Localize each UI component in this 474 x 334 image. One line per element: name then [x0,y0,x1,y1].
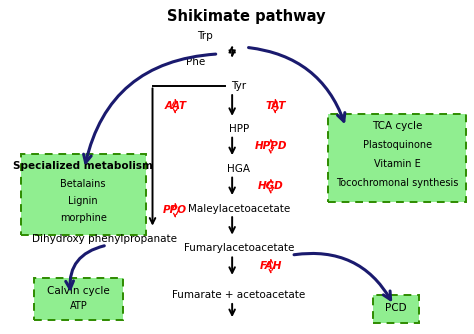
Text: TCA cycle: TCA cycle [372,122,422,132]
Text: Tocochromonal synthesis: Tocochromonal synthesis [336,178,458,188]
Text: AAT: AAT [164,101,186,111]
FancyBboxPatch shape [34,279,123,320]
FancyBboxPatch shape [328,114,466,202]
Text: Phe: Phe [186,57,205,67]
Text: Lignin: Lignin [68,196,98,206]
Text: ATP: ATP [70,301,87,311]
Text: PPO: PPO [163,205,187,215]
Text: Tyr: Tyr [231,80,246,91]
Text: FAH: FAH [260,261,282,271]
Text: morphine: morphine [60,213,107,223]
Text: Fumarylacetoacetate: Fumarylacetoacetate [184,243,294,254]
Text: Vitamin E: Vitamin E [374,159,420,169]
Text: Fumarate + acetoacetate: Fumarate + acetoacetate [173,290,306,300]
Text: HGA: HGA [228,164,250,174]
Text: HPP: HPP [229,124,249,134]
Text: TAT: TAT [265,101,286,111]
Text: Calvin cycle: Calvin cycle [47,286,110,296]
Text: Betalains: Betalains [60,179,106,189]
Text: HGD: HGD [258,181,284,191]
Text: Shikimate pathway: Shikimate pathway [166,9,325,24]
FancyBboxPatch shape [373,295,419,323]
Text: Plastoquinone: Plastoquinone [363,140,432,150]
Text: Maleylacetoacetate: Maleylacetoacetate [188,204,290,213]
Text: Specialized metabolism: Specialized metabolism [13,161,153,171]
Text: HPPD: HPPD [255,141,287,151]
Text: Dihydroxy phenylpropanate: Dihydroxy phenylpropanate [32,233,177,243]
Text: Trp: Trp [197,31,213,41]
Text: PCD: PCD [385,303,407,313]
FancyBboxPatch shape [20,154,146,235]
